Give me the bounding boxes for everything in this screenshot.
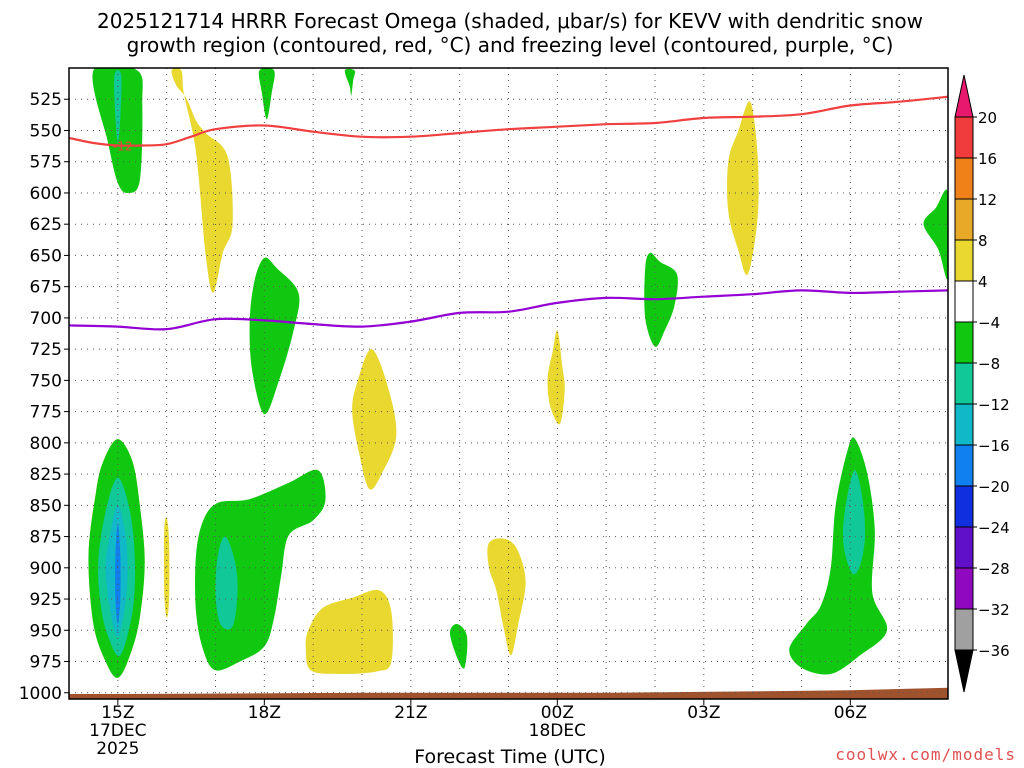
colorbar-segment bbox=[954, 608, 974, 651]
y-tick-label: 950 bbox=[30, 621, 62, 641]
omega-region-22 bbox=[789, 437, 888, 675]
credit-text: coolwx.com/models bbox=[835, 745, 1016, 764]
colorbar-tick-label: 20 bbox=[978, 109, 997, 127]
colorbar-segment bbox=[954, 526, 974, 569]
omega-region-15 bbox=[115, 524, 121, 624]
y-tick-label: 775 bbox=[30, 403, 62, 423]
omega-region-23 bbox=[842, 470, 866, 575]
dgz-contour-label: -12 bbox=[113, 139, 133, 153]
grid-lines bbox=[69, 68, 948, 699]
y-tick-label: 1000 bbox=[19, 684, 62, 704]
colorbar-tick-label: 12 bbox=[978, 191, 997, 209]
y-tick-label: 675 bbox=[30, 278, 62, 298]
omega-shaded-regions bbox=[88, 68, 948, 678]
colorbar-tick-label: 4 bbox=[978, 273, 988, 291]
colorbar-cap-bottom bbox=[954, 649, 974, 693]
y-tick-label: 750 bbox=[30, 371, 62, 391]
colorbar-tick-label: 16 bbox=[978, 150, 997, 168]
colorbar-segment bbox=[954, 567, 974, 610]
omega-region-6 bbox=[923, 189, 948, 280]
colorbar-segment bbox=[954, 444, 974, 487]
colorbar-segment bbox=[954, 485, 974, 528]
colorbar-segment bbox=[954, 198, 974, 241]
y-tick-label: 875 bbox=[30, 528, 62, 548]
x-tick-label: 03Z bbox=[687, 703, 720, 723]
terrain-ground bbox=[69, 687, 948, 699]
colorbar-tick-label: −20 bbox=[978, 478, 1010, 496]
colorbar-tick-label: −12 bbox=[978, 396, 1010, 414]
omega-region-21 bbox=[449, 623, 468, 669]
chart-title-line2: growth region (contoured, red, °C) and f… bbox=[127, 33, 894, 57]
colorbar-tick-label: 8 bbox=[978, 232, 988, 250]
x-tick-label: 21Z bbox=[394, 703, 427, 723]
chart-title-line1: 2025121714 HRRR Forecast Omega (shaded, … bbox=[97, 9, 923, 33]
colorbar-segment bbox=[954, 403, 974, 446]
omega-region-10 bbox=[547, 330, 565, 425]
colorbar-tick-label: −28 bbox=[978, 560, 1010, 578]
omega-region-1 bbox=[114, 70, 122, 143]
y-tick-label: 850 bbox=[30, 496, 62, 516]
contour-lines: -12 bbox=[69, 95, 948, 331]
x-tick-label: 18Z bbox=[248, 703, 281, 723]
omega-region-2 bbox=[258, 68, 275, 120]
omega-region-9 bbox=[352, 349, 397, 490]
ground-fill bbox=[69, 687, 948, 699]
y-tick-label: 975 bbox=[30, 653, 62, 673]
y-tick-label: 725 bbox=[30, 340, 62, 360]
colorbar-segment bbox=[954, 280, 974, 323]
y-tick-label: 650 bbox=[30, 246, 62, 266]
colorbar-cap-top bbox=[954, 74, 974, 118]
colorbar-tick-label: −36 bbox=[978, 642, 1010, 660]
x-tick-label: 00Z bbox=[541, 703, 574, 723]
colorbar-segment bbox=[954, 239, 974, 282]
plot-area: -12 bbox=[68, 67, 949, 700]
y-tick-label: 600 bbox=[30, 184, 62, 204]
y-tick-label: 575 bbox=[30, 153, 62, 173]
colorbar: 20 16 12 8 4 −4 −8 −12 −16 −20 −24 −28 −32 −36 bbox=[954, 74, 1010, 693]
y-tick-label: 900 bbox=[30, 559, 62, 579]
colorbar-tick-label: −24 bbox=[978, 519, 1010, 537]
y-tick-label: 925 bbox=[30, 590, 62, 610]
dgz-contour-line bbox=[69, 95, 948, 147]
omega-region-19 bbox=[305, 589, 393, 675]
x-tick-label: 06Z bbox=[834, 703, 867, 723]
omega-region-7 bbox=[171, 68, 233, 293]
freezing-level-line bbox=[69, 289, 948, 331]
colorbar-segment bbox=[954, 157, 974, 200]
colorbar-segment bbox=[954, 321, 974, 364]
y-tick-label: 825 bbox=[30, 465, 62, 485]
y-tick-label: 800 bbox=[30, 434, 62, 454]
y-tick-label: 700 bbox=[30, 309, 62, 329]
colorbar-tick-label: −8 bbox=[978, 355, 1000, 373]
omega-region-3 bbox=[344, 68, 356, 96]
colorbar-tick-label: −32 bbox=[978, 601, 1010, 619]
colorbar-tick-label: −16 bbox=[978, 437, 1010, 455]
x-tick-date: 18DEC bbox=[529, 721, 586, 741]
colorbar-segment bbox=[954, 362, 974, 405]
plot-frame bbox=[68, 67, 949, 700]
colorbar-segment bbox=[954, 116, 974, 159]
x-axis-label: Forecast Time (UTC) bbox=[414, 746, 605, 768]
omega-region-20 bbox=[487, 538, 526, 656]
y-axis: 525 550 575 600 625 650 675 700 725 750 775 800 825 8… bbox=[19, 90, 69, 704]
y-tick-label: 625 bbox=[30, 215, 62, 235]
omega-region-16 bbox=[163, 517, 170, 618]
y-tick-label: 525 bbox=[30, 90, 62, 110]
x-tick-label: 15Z bbox=[101, 703, 134, 723]
omega-region-8 bbox=[727, 101, 759, 276]
omega-region-4 bbox=[249, 257, 300, 415]
colorbar-tick-label: −4 bbox=[978, 314, 1000, 332]
x-tick-date: 17DEC bbox=[89, 721, 146, 741]
omega-region-18 bbox=[215, 536, 238, 630]
y-tick-label: 550 bbox=[30, 121, 62, 141]
x-tick-year: 2025 bbox=[96, 739, 139, 759]
